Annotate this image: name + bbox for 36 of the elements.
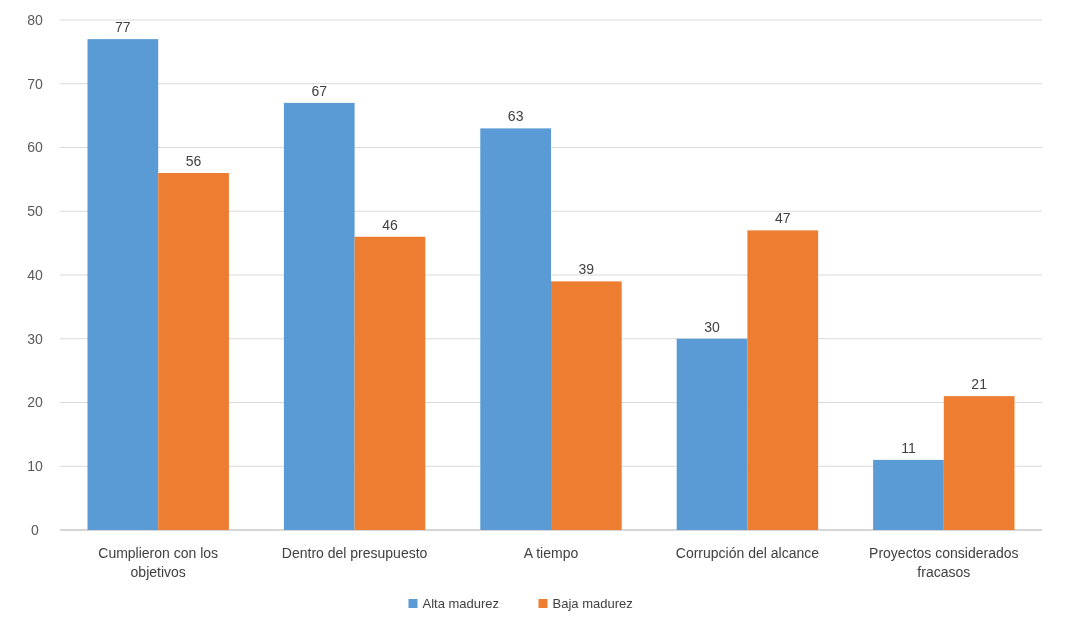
x-tick-label: Proyectos considerados fracasos — [869, 545, 1019, 580]
y-tick-label: 30 — [27, 330, 43, 347]
y-tick-label: 10 — [27, 458, 43, 475]
data-label: 39 — [578, 261, 595, 278]
x-tick-label: Corrupción del alcance — [675, 545, 820, 561]
data-label: 46 — [382, 216, 398, 233]
bar — [158, 173, 229, 530]
bar — [551, 281, 622, 530]
data-label: 47 — [774, 210, 791, 227]
data-label: 30 — [704, 318, 721, 335]
data-label: 63 — [507, 108, 524, 125]
x-tick-label: Dentro del presupuesto — [281, 545, 428, 561]
bar — [676, 338, 748, 530]
y-tick-label: 50 — [27, 203, 43, 220]
bar — [283, 102, 355, 530]
data-label: 56 — [185, 153, 202, 169]
y-tick-label: 0 — [31, 521, 40, 538]
x-tick-label: A tiempo — [523, 545, 579, 561]
y-tick-label: 40 — [27, 266, 43, 283]
y-tick-label: 60 — [27, 139, 43, 156]
data-label: 67 — [311, 82, 328, 99]
bar — [873, 459, 944, 530]
bar — [480, 128, 551, 530]
bar — [354, 236, 426, 530]
bar — [747, 230, 819, 530]
bar — [943, 396, 1015, 530]
y-tick-label: 20 — [27, 394, 43, 411]
y-tick-label: 80 — [27, 11, 43, 28]
legend-label: Alta madurez — [422, 596, 500, 611]
legend-label: Baja madurez — [552, 596, 633, 611]
data-label: 21 — [971, 376, 988, 393]
data-label: 11 — [901, 439, 916, 456]
x-tick-label: Cumplieron con los objetivos — [98, 545, 219, 580]
bar — [87, 39, 159, 530]
data-label: 77 — [115, 19, 131, 36]
y-tick-label: 70 — [27, 75, 43, 92]
